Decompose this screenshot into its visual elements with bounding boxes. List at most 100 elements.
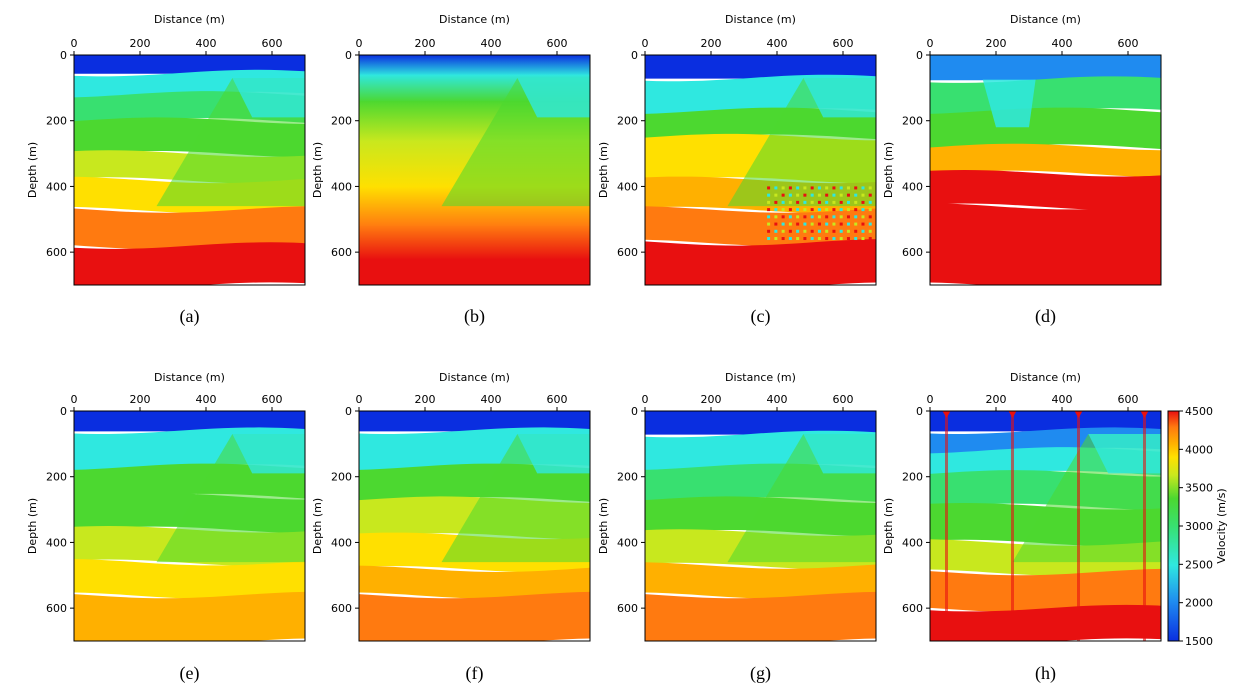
noise-speck [861,229,865,233]
noise-speck [854,200,858,204]
x-tick-label: 600 [262,393,283,406]
fault-cap [232,78,305,118]
noise-speck [796,229,800,233]
x-tick-label: 600 [1118,393,1139,406]
noise-speck [810,237,814,241]
layer [74,558,305,599]
colorbar-label: Velocity (m/s) [1215,488,1228,563]
noise-speck [788,193,792,197]
y-tick-label: 200 [617,471,638,484]
panel-caption: (e) [180,663,200,684]
panel-caption: (a) [180,306,200,327]
y-tick-label: 600 [902,602,923,615]
y-tick-label: 200 [46,471,67,484]
noise-speck [868,229,872,233]
noise-speck [832,215,836,219]
panel-3: 0 200 400 600 0 200 400 600 Distance (m) Depth (m… [597,13,877,327]
fault-cap [803,78,876,118]
noise-speck [832,186,836,190]
layer [645,206,876,247]
noise-speck [774,222,778,226]
noise-speck [839,237,843,241]
y-axis-label: Depth (m) [597,142,610,198]
x-axis-label: Distance (m) [725,371,796,384]
layer [359,225,590,260]
x-axis-label: Distance (m) [154,13,225,26]
x-tick-label: 600 [262,37,283,50]
plot-frame [73,410,306,642]
noise-speck [803,237,807,241]
y-tick-label: 200 [902,115,923,128]
y-tick-label: 200 [331,471,352,484]
layer [359,565,590,599]
velocity-field [74,411,305,641]
velocity-field [930,411,1161,641]
x-axis-label: Distance (m) [725,13,796,26]
colorbar-tick-label: 1500 [1185,635,1213,648]
noise-speck [774,229,778,233]
velocity-field [645,411,876,641]
noise-speck [774,237,778,241]
noise-speck [861,193,865,197]
channel [982,79,1036,128]
y-tick-label: 400 [331,536,352,549]
noise-speck [781,222,785,226]
x-tick-label: 200 [130,393,151,406]
noise-speck [846,193,850,197]
y-tick-label: 600 [46,602,67,615]
colorbar-tick-label: 2000 [1185,597,1213,610]
x-tick-label: 400 [1052,393,1073,406]
x-tick-label: 400 [1052,37,1073,50]
noise-speck [832,229,836,233]
noise-speck [839,208,843,212]
y-tick-label: 400 [331,180,352,193]
noise-speck [868,222,872,226]
x-tick-label: 0 [71,37,78,50]
noise-speck [839,200,843,204]
layer [74,55,305,74]
fault-cap [517,434,590,474]
layer [74,591,305,641]
fault-cap [1088,434,1161,474]
noise-speck [846,208,850,212]
y-tick-label: 600 [902,246,923,259]
noise-speck [839,186,843,190]
layer [359,55,590,76]
plot-frame [929,410,1162,642]
x-axis-label: Distance (m) [154,371,225,384]
panel-caption: (f) [466,663,484,684]
layer [645,55,876,79]
layer [359,591,590,641]
panel-1: 0 200 400 600 0 200 400 600 Distance (m) Depth (m… [26,13,306,327]
noise-speck [817,200,821,204]
layer [645,239,876,285]
noise-speck [839,215,843,219]
x-tick-label: 600 [833,37,854,50]
noise-speck [796,215,800,219]
fault-cap [517,78,590,118]
x-tick-label: 200 [415,393,436,406]
y-axis-label: Depth (m) [311,498,324,554]
layer [645,591,876,641]
y-tick-label: 600 [331,602,352,615]
noise-speck [839,222,843,226]
noise-speck [781,215,785,219]
y-tick-label: 0 [916,49,923,62]
x-tick-label: 200 [986,393,1007,406]
noise-speck [767,186,771,190]
plot-frame [358,410,591,642]
x-tick-label: 200 [986,37,1007,50]
layer [930,143,1161,178]
velocity-field [74,55,305,285]
fault-cap [232,434,305,474]
well-trace [1011,411,1014,641]
y-tick-label: 400 [617,536,638,549]
noise-speck [817,222,821,226]
layer [930,107,1161,151]
noise-speck [854,208,858,212]
noise-speck [817,186,821,190]
x-tick-label: 0 [927,37,934,50]
noise-speck [774,215,778,219]
y-tick-label: 400 [902,180,923,193]
x-tick-label: 400 [767,37,788,50]
